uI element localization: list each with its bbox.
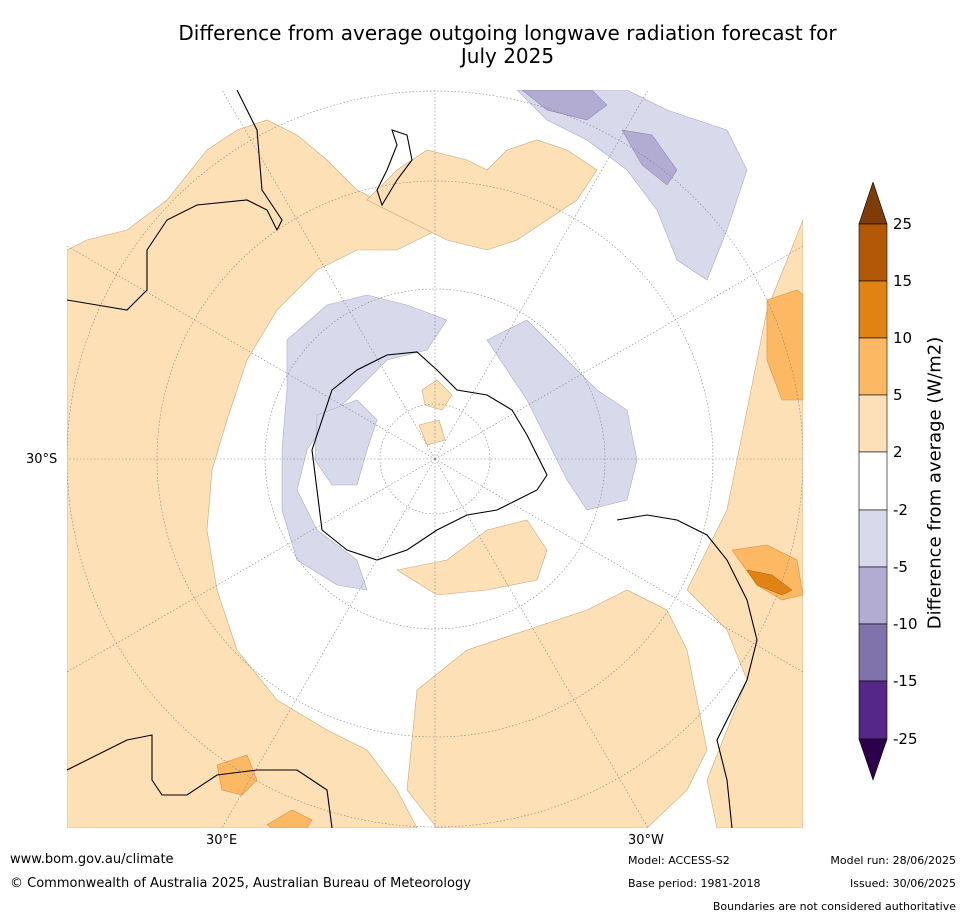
antarctica-coastline	[311, 351, 548, 561]
colorbar-under-triangle	[858, 738, 888, 781]
colorbar-tick-label: 10	[893, 329, 913, 347]
colorbar-over-triangle	[858, 182, 888, 225]
colorbar-title: Difference from average (W/m2)	[924, 336, 946, 630]
colorbar-tick-label: -10	[893, 615, 918, 633]
footer-base-period: Base period: 1981-2018	[628, 877, 761, 890]
colorbar-tick-label: -15	[893, 672, 918, 690]
footer-model-run: Model run: 28/06/2025	[830, 854, 956, 867]
colorbar-bin-5-10	[858, 337, 888, 396]
colorbar-bin-15-25	[858, 223, 888, 282]
colorbar-bin-neg2-neg5	[858, 509, 888, 568]
anomaly-10-15-fill	[746, 569, 793, 596]
colorbar-tick-label: -2	[893, 501, 908, 519]
colorbar-bin-neg5-neg10	[858, 566, 888, 625]
anomaly-region-warm-islands	[418, 379, 453, 446]
anomaly-region-cool-moderate-north	[521, 90, 678, 186]
colorbar	[858, 182, 888, 781]
colorbar-tick-label: 2	[893, 443, 903, 461]
colorbar-bin-10-15	[858, 280, 888, 339]
colorbar-tick-label: 5	[893, 386, 903, 404]
lon-label-30w: 30°W	[628, 833, 664, 848]
footer-url: www.bom.gov.au/climate	[10, 852, 174, 867]
colorbar-tick-label: 25	[893, 215, 913, 233]
colorbar-tick-label: 15	[893, 272, 913, 290]
map-title-line-1: Difference from average outgoing longwav…	[178, 21, 837, 45]
anomaly-region-warm-south	[406, 589, 708, 828]
south-america-coastline	[616, 514, 758, 828]
map-title-line-2: July 2025	[460, 44, 555, 68]
colorbar-bin-neg10-neg15	[858, 623, 888, 682]
footer-issued: Issued: 30/06/2025	[849, 877, 956, 890]
colorbar-bin-2-5	[858, 394, 888, 453]
lon-label-30e: 30°E	[206, 833, 238, 848]
coastlines	[67, 90, 758, 828]
anomaly-neg2-neg5-fill	[281, 90, 748, 591]
polar-map-canvas	[67, 90, 803, 828]
graticule	[67, 90, 803, 828]
anomaly-neg5-neg10-fill	[521, 90, 678, 186]
lat-label-30s: 30°S	[26, 452, 58, 467]
australia-coastline	[67, 90, 283, 311]
colorbar-tick-label: -25	[893, 730, 918, 748]
anomaly-2-5-fill	[67, 119, 803, 828]
map-title: Difference from average outgoing longwav…	[150, 22, 865, 68]
colorbar-bin-neg15-neg25	[858, 680, 888, 740]
anomaly-region-warm-peninsula	[396, 519, 548, 596]
anomaly-region-cool-north	[516, 90, 748, 281]
anomaly-region-moderate-south	[216, 754, 313, 828]
anomaly-region-warm-west	[67, 119, 438, 828]
footer-model: Model: ACCESS-S2	[628, 854, 730, 867]
anomaly-region-strong-southeast	[746, 569, 793, 596]
anomaly-region-cool-ice	[314, 399, 378, 486]
africa-coastline	[67, 734, 333, 828]
polar-map	[67, 90, 803, 828]
anomaly-region-warm-north	[366, 139, 598, 251]
anomaly-region-cool-west	[281, 294, 448, 591]
footer-disclaimer: Boundaries are not considered authoritat…	[712, 900, 956, 913]
anomaly-region-cool-central	[486, 319, 638, 511]
colorbar-bin-neutral	[858, 451, 888, 511]
new-zealand-coastline	[376, 129, 413, 207]
footer-copyright: © Commonwealth of Australia 2025, Austra…	[10, 876, 471, 891]
colorbar-tick-label: -5	[893, 558, 908, 576]
